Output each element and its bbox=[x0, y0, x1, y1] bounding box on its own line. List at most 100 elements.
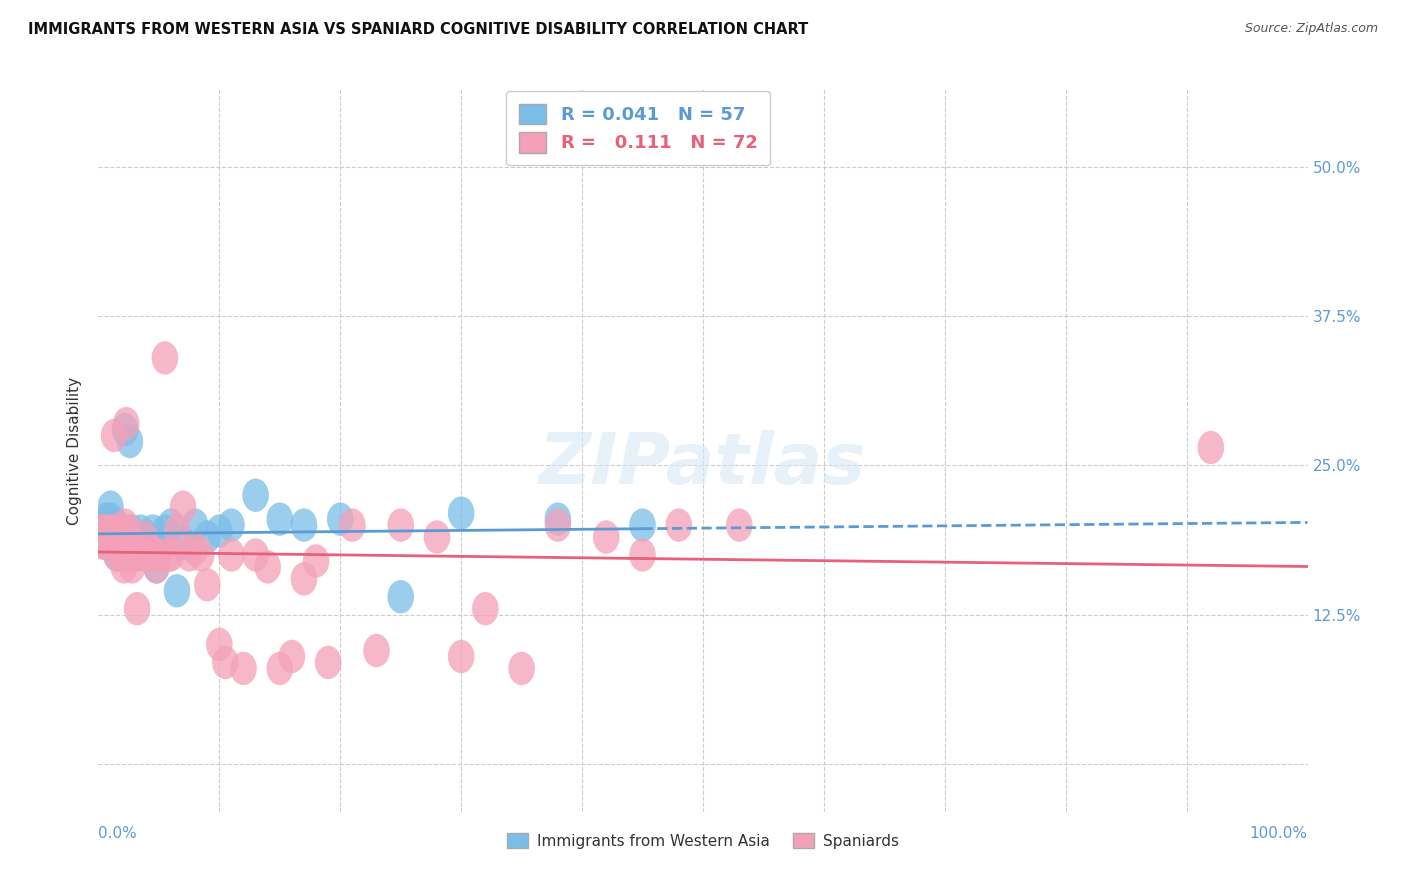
Ellipse shape bbox=[291, 562, 318, 596]
Ellipse shape bbox=[218, 538, 245, 572]
Ellipse shape bbox=[302, 544, 329, 578]
Ellipse shape bbox=[315, 646, 342, 679]
Ellipse shape bbox=[90, 515, 117, 548]
Ellipse shape bbox=[139, 538, 166, 572]
Ellipse shape bbox=[449, 497, 474, 530]
Ellipse shape bbox=[107, 515, 134, 548]
Ellipse shape bbox=[100, 526, 127, 560]
Ellipse shape bbox=[105, 520, 132, 554]
Ellipse shape bbox=[101, 419, 128, 452]
Ellipse shape bbox=[134, 538, 160, 572]
Ellipse shape bbox=[100, 515, 127, 548]
Ellipse shape bbox=[94, 515, 121, 548]
Ellipse shape bbox=[103, 508, 129, 541]
Ellipse shape bbox=[94, 520, 120, 554]
Legend: Immigrants from Western Asia, Spaniards: Immigrants from Western Asia, Spaniards bbox=[501, 827, 905, 855]
Ellipse shape bbox=[212, 646, 239, 679]
Ellipse shape bbox=[544, 508, 571, 541]
Ellipse shape bbox=[291, 508, 318, 541]
Ellipse shape bbox=[131, 520, 157, 554]
Ellipse shape bbox=[254, 550, 281, 583]
Ellipse shape bbox=[98, 520, 125, 554]
Ellipse shape bbox=[111, 508, 138, 541]
Ellipse shape bbox=[124, 526, 150, 560]
Ellipse shape bbox=[207, 628, 232, 661]
Ellipse shape bbox=[449, 640, 474, 673]
Text: IMMIGRANTS FROM WESTERN ASIA VS SPANIARD COGNITIVE DISABILITY CORRELATION CHART: IMMIGRANTS FROM WESTERN ASIA VS SPANIARD… bbox=[28, 22, 808, 37]
Ellipse shape bbox=[103, 526, 129, 560]
Ellipse shape bbox=[111, 550, 138, 583]
Ellipse shape bbox=[89, 508, 115, 541]
Ellipse shape bbox=[110, 526, 136, 560]
Ellipse shape bbox=[110, 515, 136, 548]
Ellipse shape bbox=[97, 526, 124, 560]
Ellipse shape bbox=[278, 640, 305, 673]
Ellipse shape bbox=[118, 526, 145, 560]
Ellipse shape bbox=[111, 413, 138, 446]
Ellipse shape bbox=[170, 526, 197, 560]
Ellipse shape bbox=[152, 341, 179, 375]
Ellipse shape bbox=[509, 652, 534, 685]
Ellipse shape bbox=[155, 538, 181, 572]
Text: 100.0%: 100.0% bbox=[1250, 826, 1308, 841]
Ellipse shape bbox=[115, 515, 142, 548]
Ellipse shape bbox=[89, 526, 115, 560]
Ellipse shape bbox=[97, 515, 124, 548]
Ellipse shape bbox=[231, 652, 257, 685]
Ellipse shape bbox=[108, 515, 135, 548]
Ellipse shape bbox=[339, 508, 366, 541]
Text: 0.0%: 0.0% bbox=[98, 826, 138, 841]
Ellipse shape bbox=[97, 491, 124, 524]
Ellipse shape bbox=[136, 533, 163, 566]
Ellipse shape bbox=[97, 502, 124, 536]
Ellipse shape bbox=[134, 520, 160, 554]
Ellipse shape bbox=[111, 538, 138, 572]
Ellipse shape bbox=[103, 508, 129, 541]
Ellipse shape bbox=[105, 533, 132, 566]
Ellipse shape bbox=[163, 574, 190, 607]
Ellipse shape bbox=[242, 478, 269, 512]
Ellipse shape bbox=[93, 526, 120, 560]
Ellipse shape bbox=[363, 634, 389, 667]
Ellipse shape bbox=[188, 538, 215, 572]
Ellipse shape bbox=[121, 538, 148, 572]
Ellipse shape bbox=[181, 533, 208, 566]
Ellipse shape bbox=[267, 652, 292, 685]
Ellipse shape bbox=[181, 508, 208, 541]
Ellipse shape bbox=[87, 515, 114, 548]
Ellipse shape bbox=[91, 520, 118, 554]
Ellipse shape bbox=[103, 515, 129, 548]
Ellipse shape bbox=[93, 526, 120, 560]
Ellipse shape bbox=[725, 508, 752, 541]
Text: ZIPatlas: ZIPatlas bbox=[540, 431, 866, 500]
Ellipse shape bbox=[242, 538, 269, 572]
Ellipse shape bbox=[665, 508, 692, 541]
Ellipse shape bbox=[103, 538, 129, 572]
Ellipse shape bbox=[423, 520, 450, 554]
Ellipse shape bbox=[194, 568, 221, 601]
Ellipse shape bbox=[120, 538, 146, 572]
Ellipse shape bbox=[170, 491, 197, 524]
Ellipse shape bbox=[110, 538, 136, 572]
Ellipse shape bbox=[124, 592, 150, 625]
Ellipse shape bbox=[593, 520, 620, 554]
Ellipse shape bbox=[107, 533, 134, 566]
Ellipse shape bbox=[630, 508, 655, 541]
Ellipse shape bbox=[157, 538, 184, 572]
Ellipse shape bbox=[143, 550, 170, 583]
Ellipse shape bbox=[157, 508, 184, 541]
Ellipse shape bbox=[146, 533, 172, 566]
Ellipse shape bbox=[472, 592, 499, 625]
Ellipse shape bbox=[139, 515, 166, 548]
Ellipse shape bbox=[388, 508, 413, 541]
Ellipse shape bbox=[104, 520, 131, 554]
Ellipse shape bbox=[218, 508, 245, 541]
Ellipse shape bbox=[97, 526, 124, 560]
Ellipse shape bbox=[110, 526, 136, 560]
Ellipse shape bbox=[108, 526, 135, 560]
Ellipse shape bbox=[544, 502, 571, 536]
Ellipse shape bbox=[98, 520, 125, 554]
Ellipse shape bbox=[120, 550, 146, 583]
Ellipse shape bbox=[1198, 431, 1225, 464]
Ellipse shape bbox=[118, 515, 145, 548]
